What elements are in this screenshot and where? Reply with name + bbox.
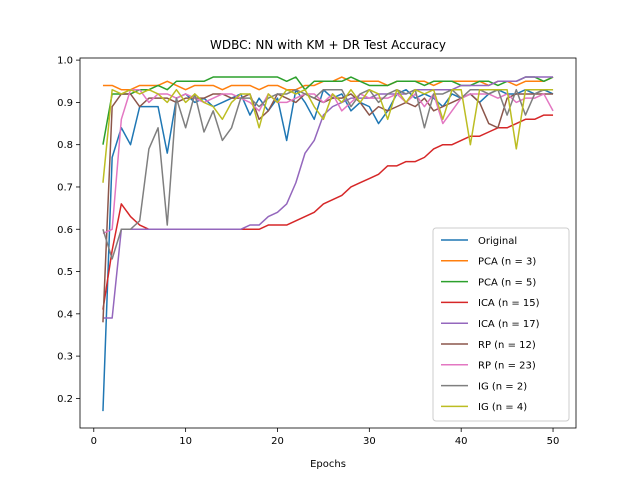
x-tick-label: 0 <box>91 436 97 447</box>
plot-lines <box>102 76 554 412</box>
y-tick-label: 0.5 <box>57 267 73 278</box>
y-tick-label: 0.7 <box>57 182 73 193</box>
x-tick-label: 40 <box>455 436 468 447</box>
y-tick-label: 1.0 <box>57 56 73 67</box>
legend-entry: IG (n = 4) <box>478 402 527 413</box>
legend-box <box>432 227 570 422</box>
series-line-4 <box>102 76 554 319</box>
x-axis-label: Epochs <box>310 459 346 470</box>
y-tick-label: 0.9 <box>57 98 73 109</box>
legend: Original PCA (n = 3) PCA (n = 5) ICA (n = 1… <box>432 227 570 422</box>
y-tick-label: 0.4 <box>57 309 73 320</box>
x-tick-label: 30 <box>363 436 376 447</box>
x-tick-label: 20 <box>271 436 284 447</box>
legend-entry: ICA (n = 15) <box>478 298 540 309</box>
series-line-7 <box>102 88 554 260</box>
plot-frame <box>79 57 577 429</box>
legend-entry: Original <box>478 236 517 247</box>
legend-entry: ICA (n = 17) <box>478 319 540 330</box>
x-axis: 0 10 20 30 40 50 <box>91 428 560 447</box>
y-tick-label: 0.3 <box>57 352 73 363</box>
legend-entry: PCA (n = 5) <box>478 277 536 288</box>
series-line-6 <box>102 88 554 235</box>
y-tick-label: 0.6 <box>57 225 73 236</box>
series-line-2 <box>102 76 554 145</box>
legend-entry: RP (n = 23) <box>478 361 536 372</box>
y-tick-label: 0.2 <box>57 394 73 405</box>
legend-entry: PCA (n = 3) <box>478 257 536 268</box>
legend-entry: RP (n = 12) <box>478 340 536 351</box>
x-tick-label: 50 <box>547 436 560 447</box>
y-axis: 0.2 0.3 0.4 0.5 0.6 0.7 0.8 0.9 1.0 <box>57 56 80 405</box>
series-line-1 <box>102 76 554 91</box>
x-tick-label: 10 <box>179 436 192 447</box>
chart-title: WDBC: NN with KM + DR Test Accuracy <box>210 38 446 52</box>
series-line-8 <box>102 88 554 183</box>
y-tick-label: 0.8 <box>57 140 73 151</box>
legend-entry: IG (n = 2) <box>478 381 527 392</box>
